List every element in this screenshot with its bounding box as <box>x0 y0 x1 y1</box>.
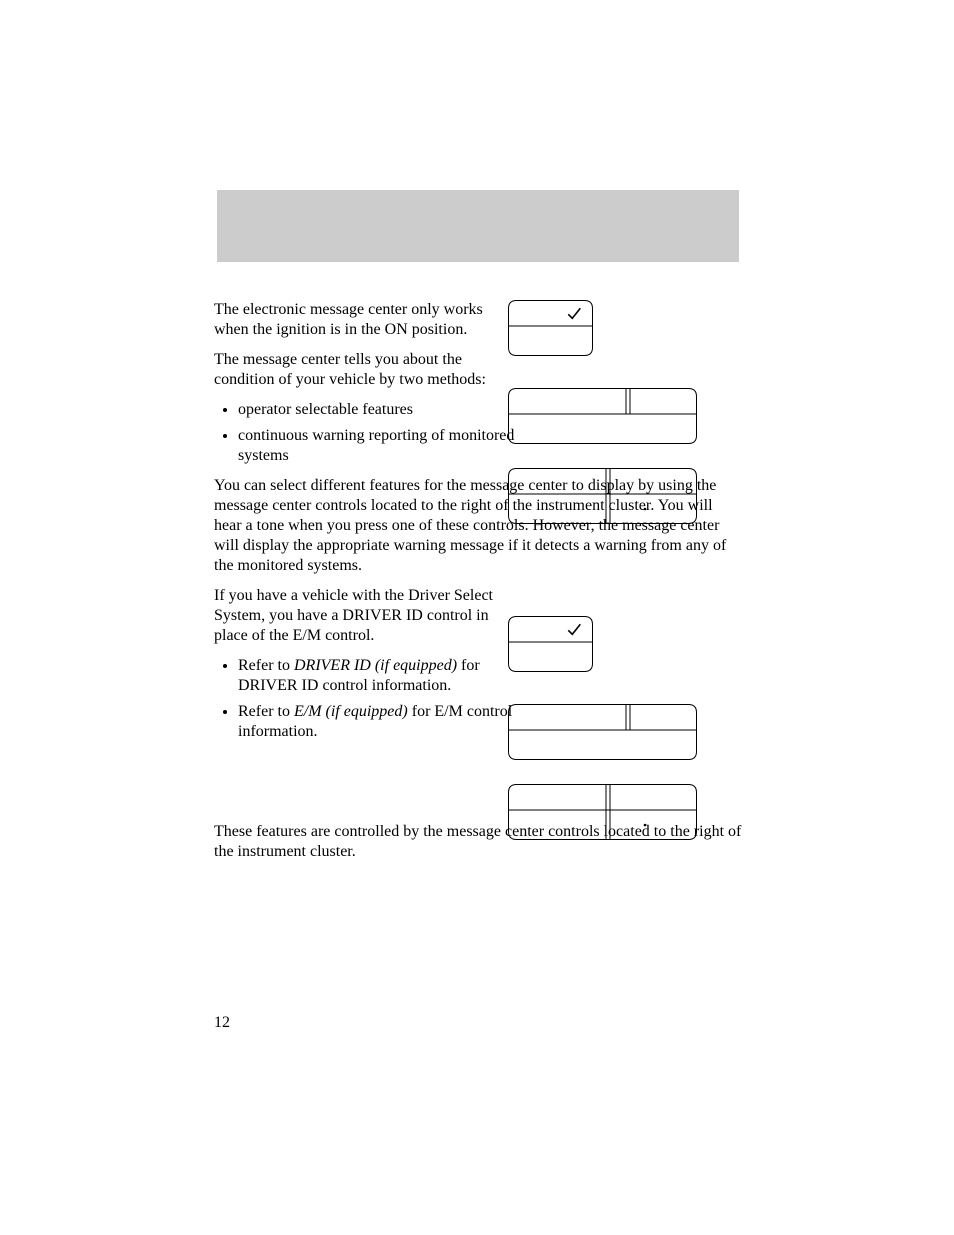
bullet-4a: Refer to DRIVER ID (if equipped) for DRI… <box>238 656 518 696</box>
bullets-4: Refer to DRIVER ID (if equipped) for DRI… <box>214 656 518 742</box>
page-number: 12 <box>214 1014 230 1032</box>
header-bar <box>217 190 739 262</box>
page: The electronic message center only works… <box>0 0 954 1235</box>
bullet-4b-em: E/M (if equipped) <box>294 703 408 720</box>
bullet-4b: Refer to E/M (if equipped) for E/M contr… <box>238 702 518 742</box>
bullet-4b-prefix: Refer to <box>238 703 294 720</box>
control-panel-diagram <box>508 616 593 672</box>
control-panel-diagram <box>508 388 697 444</box>
bullet-2b: continuous warning reporting of monitore… <box>238 426 518 466</box>
para-2: The message center tells you about the c… <box>214 350 494 390</box>
bullets-2: operator selectable features continuous … <box>214 400 518 466</box>
bullet-2a: operator selectable features <box>238 400 518 420</box>
bullet-4a-prefix: Refer to <box>238 657 294 674</box>
para-4: If you have a vehicle with the Driver Se… <box>214 586 494 646</box>
control-panel-diagram <box>508 300 593 356</box>
bullet-4a-em: DRIVER ID (if equipped) <box>294 657 457 674</box>
control-panel-diagram <box>508 704 697 760</box>
para-1: The electronic message center only works… <box>214 300 494 340</box>
control-panel-diagram <box>508 468 697 524</box>
control-panel-diagram <box>508 784 697 840</box>
